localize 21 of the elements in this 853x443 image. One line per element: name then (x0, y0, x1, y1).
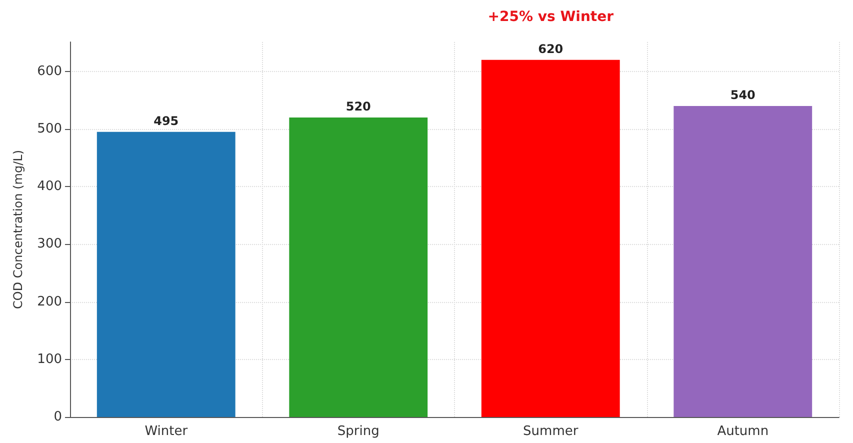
bar (289, 117, 428, 417)
x-tick-label: Summer (523, 424, 579, 439)
data-label: 540 (730, 88, 756, 102)
bar (481, 60, 620, 417)
y-tick-label: 600 (37, 64, 62, 79)
annotation: +25% vs Winter (488, 8, 614, 25)
y-tick-label: 0 (54, 410, 62, 424)
bar (96, 132, 236, 417)
y-axis-title: COD Concentration (mg/L) (11, 150, 25, 309)
y-tick-label: 400 (37, 179, 62, 194)
y-tick-label: 100 (37, 352, 62, 367)
y-tick-label: 200 (37, 294, 62, 310)
x-tick-label: Winter (144, 424, 188, 439)
y-tick-label: 300 (37, 236, 62, 252)
data-label: 520 (346, 99, 371, 114)
data-label: 495 (154, 114, 179, 128)
y-tick-label: 500 (37, 121, 62, 136)
bar (674, 106, 812, 417)
x-tick-label: Spring (337, 424, 380, 439)
x-tick-label: Autumn (717, 424, 769, 439)
data-label: 620 (538, 42, 564, 56)
